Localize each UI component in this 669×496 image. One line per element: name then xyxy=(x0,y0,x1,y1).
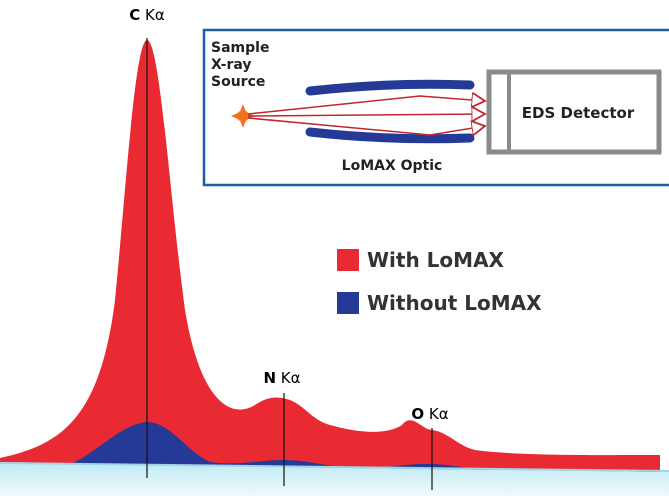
peak-label: N Kα xyxy=(263,369,300,387)
detector-label: EDS Detector xyxy=(522,104,635,122)
element: N xyxy=(263,369,276,387)
source-label: Source xyxy=(211,74,265,90)
line: Kα xyxy=(281,369,301,387)
legend-label: With LoMAX xyxy=(367,248,505,272)
figure: C Kα N Kα O Kα Sample X-ray Source EDS D… xyxy=(0,0,669,496)
source-label: Sample xyxy=(211,40,269,56)
peak-label: O Kα xyxy=(411,405,448,423)
line: Kα xyxy=(145,6,165,24)
legend-swatch xyxy=(337,292,359,314)
line: Kα xyxy=(429,405,449,423)
optic-label: LoMAX Optic xyxy=(342,158,443,174)
peak-label: C Kα xyxy=(129,6,165,24)
source-label: X-ray xyxy=(211,57,252,73)
legend-swatch xyxy=(337,249,359,271)
legend-label: Without LoMAX xyxy=(367,291,542,315)
element: C xyxy=(129,6,140,24)
element: O xyxy=(411,405,424,423)
